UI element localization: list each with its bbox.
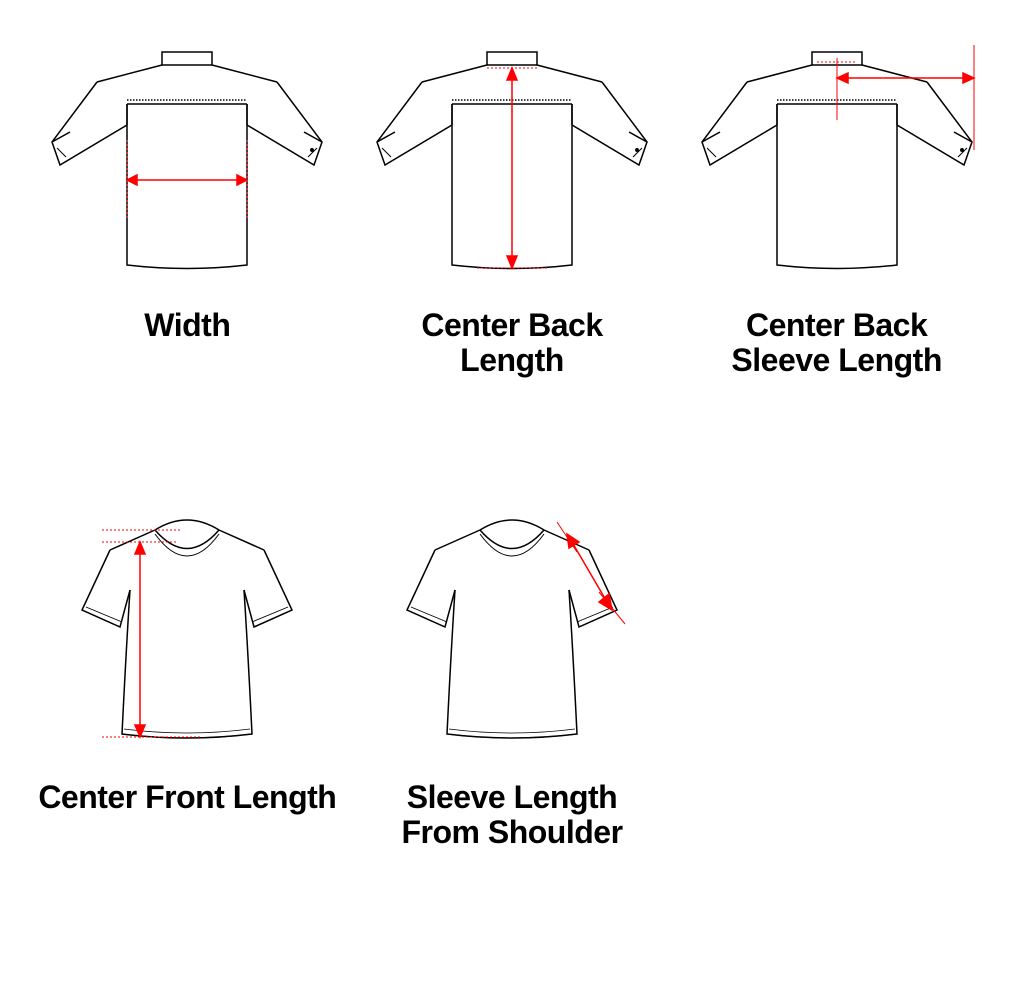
label-center-back-length: Center BackLength xyxy=(421,308,602,378)
diagram-center-front-length xyxy=(42,512,332,772)
cell-sleeve-length-from-shoulder: Sleeve LengthFrom Shoulder xyxy=(355,512,670,954)
cell-center-back-length: Center BackLength xyxy=(355,40,670,482)
label-center-back-sleeve-length: Center BackSleeve Length xyxy=(731,308,941,378)
label-sleeve-length-from-shoulder: Sleeve LengthFrom Shoulder xyxy=(401,780,622,850)
cell-width: Width xyxy=(30,40,345,482)
diagram-center-back-length xyxy=(367,40,657,300)
cell-empty xyxy=(679,512,994,954)
label-center-front-length: Center Front Length xyxy=(38,780,336,815)
diagram-center-back-sleeve-length xyxy=(692,40,982,300)
cell-center-front-length: Center Front Length xyxy=(30,512,345,954)
cell-center-back-sleeve-length: Center BackSleeve Length xyxy=(679,40,994,482)
diagram-sleeve-length-from-shoulder xyxy=(367,512,657,772)
measurement-grid: Width xyxy=(30,40,994,954)
label-width: Width xyxy=(144,308,230,343)
diagram-width xyxy=(42,40,332,300)
